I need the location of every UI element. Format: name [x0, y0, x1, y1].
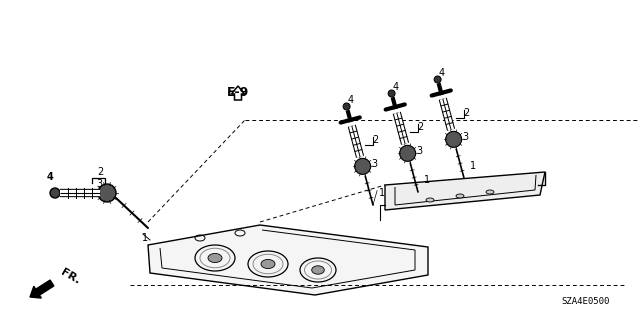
Ellipse shape [426, 198, 434, 202]
Text: 2: 2 [417, 122, 424, 132]
Circle shape [445, 131, 461, 147]
Text: 1: 1 [142, 233, 148, 243]
Text: 2: 2 [97, 167, 103, 177]
Text: 1: 1 [470, 160, 476, 171]
Text: E-9: E-9 [227, 85, 249, 99]
Text: 4: 4 [392, 83, 399, 93]
Polygon shape [148, 225, 428, 295]
Text: 3: 3 [96, 179, 102, 189]
Text: SZA4E0500: SZA4E0500 [562, 298, 610, 307]
Ellipse shape [261, 259, 275, 269]
Circle shape [343, 103, 350, 110]
Ellipse shape [208, 254, 222, 263]
Text: 4: 4 [348, 95, 354, 106]
Ellipse shape [456, 194, 464, 198]
Text: 4: 4 [438, 69, 445, 78]
FancyArrow shape [30, 280, 54, 298]
Circle shape [399, 145, 415, 161]
Text: 3: 3 [417, 146, 422, 156]
Circle shape [388, 90, 395, 97]
Ellipse shape [486, 190, 494, 194]
Circle shape [355, 158, 371, 174]
Circle shape [98, 184, 116, 202]
Text: 4: 4 [47, 172, 53, 182]
Text: FR.: FR. [59, 268, 81, 286]
Text: 3: 3 [372, 160, 378, 169]
FancyArrow shape [232, 86, 244, 100]
Polygon shape [385, 172, 545, 210]
Text: 2: 2 [463, 108, 469, 118]
Text: 1: 1 [379, 188, 385, 197]
Text: 3: 3 [463, 132, 468, 142]
Circle shape [434, 76, 441, 83]
Text: 2: 2 [372, 135, 378, 145]
Circle shape [50, 188, 60, 198]
Ellipse shape [312, 266, 324, 274]
Text: 1: 1 [424, 174, 430, 184]
